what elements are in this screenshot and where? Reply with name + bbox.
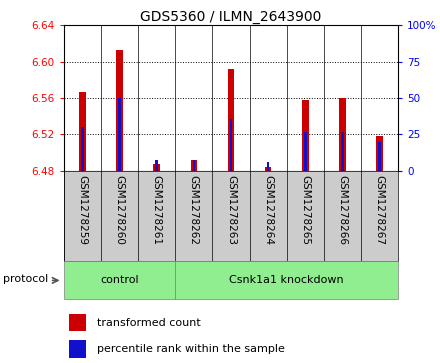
Text: GSM1278261: GSM1278261 [152,175,161,245]
Text: GSM1278266: GSM1278266 [337,175,348,245]
Bar [79,91,86,171]
Text: GSM1278259: GSM1278259 [77,175,88,245]
Text: Csnk1a1 knockdown: Csnk1a1 knockdown [229,276,344,285]
Bar [64,261,175,299]
Bar [81,127,84,171]
Text: transformed count: transformed count [96,318,200,328]
Bar [227,69,235,171]
Bar [116,50,123,171]
Text: GSM1278267: GSM1278267 [374,175,385,245]
Bar [118,98,121,171]
Bar [267,162,269,171]
Bar [265,167,271,171]
Bar [341,132,344,171]
Text: GSM1278262: GSM1278262 [189,175,199,245]
Bar [175,261,398,299]
Text: percentile rank within the sample: percentile rank within the sample [96,344,284,354]
Bar [304,132,307,171]
Text: GSM1278263: GSM1278263 [226,175,236,245]
Bar [230,119,232,171]
Bar [191,160,197,171]
Bar [69,340,86,358]
Bar [69,314,86,331]
Bar [155,160,158,171]
Bar [376,136,383,171]
Bar [378,142,381,171]
Text: GSM1278260: GSM1278260 [114,175,125,245]
Text: GSM1278264: GSM1278264 [263,175,273,245]
Bar [154,164,160,171]
Title: GDS5360 / ILMN_2643900: GDS5360 / ILMN_2643900 [140,11,322,24]
Bar [193,160,195,171]
Text: control: control [100,276,139,285]
Bar [302,100,308,171]
Bar [339,98,346,171]
Text: protocol: protocol [3,273,48,284]
Text: GSM1278265: GSM1278265 [301,175,310,245]
